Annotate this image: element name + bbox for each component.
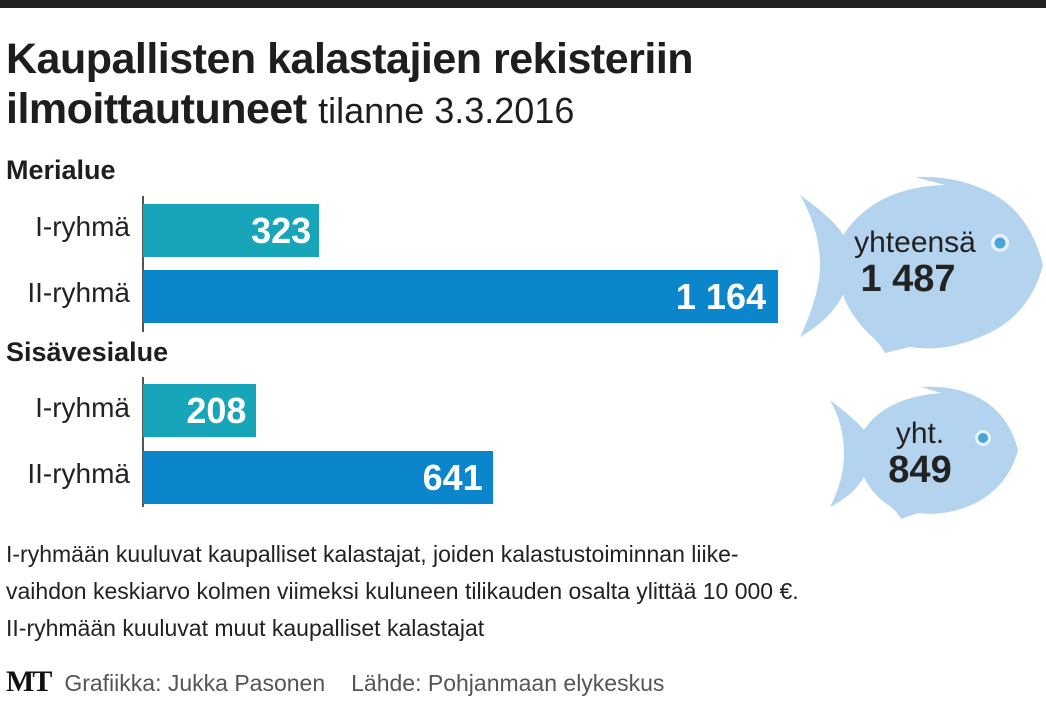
fish-total-label: yhteensä — [854, 226, 976, 259]
subtitle: tilanne 3.3.2016 — [318, 90, 575, 131]
axis-line-sisavesialue — [142, 377, 144, 507]
fish-total-value: 849 — [888, 449, 952, 491]
fish-total-label: yht. — [895, 417, 945, 450]
bar-merialue-ii-ryhma: 1 164 — [143, 270, 778, 323]
category-label: I-ryhmä — [35, 392, 130, 423]
fish-total-value: 1 487 — [860, 258, 956, 300]
title-line-1: Kaupallisten kalastajien rekisteriin — [6, 35, 694, 83]
data-label: 323 — [251, 210, 312, 251]
data-label: 1 164 — [675, 276, 766, 317]
group-label-sisavesialue: Sisävesialue — [6, 337, 169, 367]
data-label: 641 — [422, 457, 483, 498]
footnote: I-ryhmään kuuluvat kaupalliset kalastaja… — [6, 536, 799, 647]
category-label: II-ryhmä — [27, 277, 130, 308]
footnote-line: I-ryhmään kuuluvat kaupalliset kalastaja… — [6, 541, 739, 567]
mt-logo: MT — [6, 665, 52, 698]
footnote-line: II-ryhmään kuuluvat muut kaupalliset kal… — [6, 615, 485, 641]
group-label-merialue: Merialue — [6, 155, 116, 185]
footnote-line: vaihdon keskiarvo kolmen viimeksi kulune… — [6, 578, 799, 604]
fish-icon-merialue — [800, 176, 1043, 353]
bar-sisavesialue-i-ryhma: 208 — [143, 384, 257, 437]
footer: MT Grafiikka: Jukka Pasonen Lähde: Pohjanm… — [6, 665, 664, 699]
bar-sisavesialue-ii-ryhma: 641 — [143, 451, 493, 504]
category-label: I-ryhmä — [35, 211, 130, 242]
title-line-2: ilmoittautuneet — [6, 85, 307, 133]
top-rule — [0, 0, 1046, 8]
chart-title: Kaupallisten kalastajien rekisteriin ilm… — [6, 34, 694, 136]
category-label: II-ryhmä — [27, 458, 130, 489]
data-label: 208 — [186, 390, 247, 431]
graphics-credit: Grafiikka: Jukka Pasonen — [64, 670, 326, 696]
axis-line-merialue — [142, 196, 144, 332]
source-credit: Lähde: Pohjanmaan elykeskus — [351, 670, 665, 696]
fish-icon-sisavesialue — [830, 386, 1018, 519]
bar-merialue-i-ryhma: 323 — [143, 204, 320, 257]
